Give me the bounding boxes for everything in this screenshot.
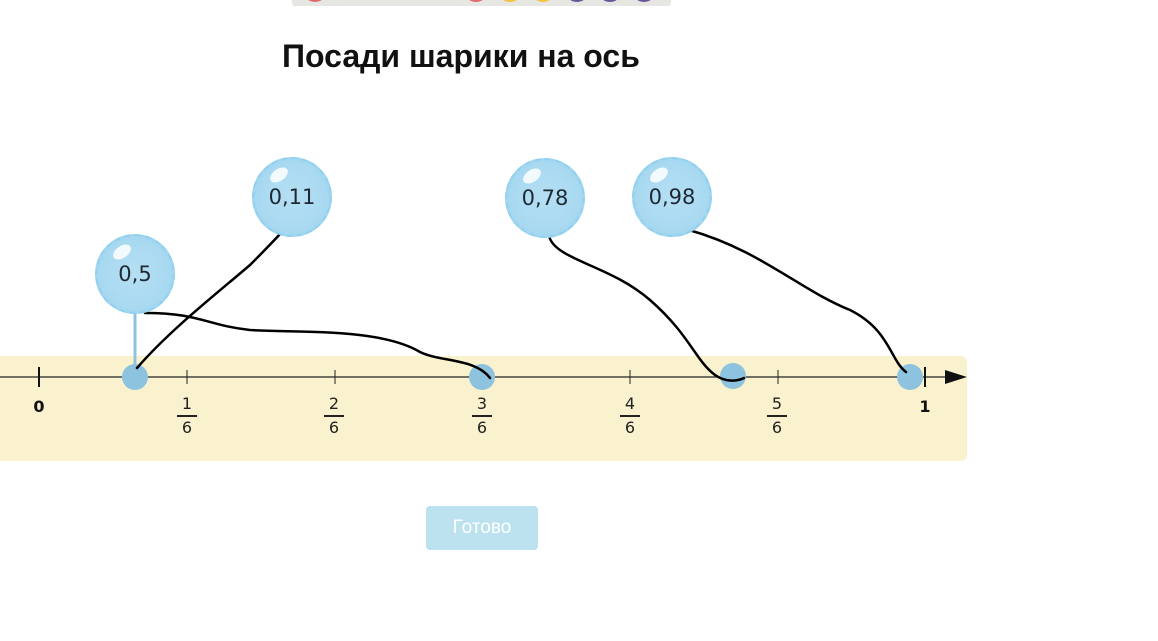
page-title: Посади шарики на ось xyxy=(282,38,640,74)
point-marker xyxy=(122,364,148,390)
balloon[interactable]: 0,11 xyxy=(252,157,332,237)
point-marker xyxy=(720,363,746,389)
axis-label-1: 1 xyxy=(919,397,931,416)
numerator: 4 xyxy=(624,394,636,413)
progress-dot xyxy=(632,0,656,2)
progress-dot xyxy=(531,0,555,2)
progress-dot xyxy=(598,0,622,2)
balloon-label: 0,5 xyxy=(118,262,152,286)
done-button[interactable]: Готово xyxy=(426,506,538,550)
balloon[interactable]: 0,98 xyxy=(632,157,712,237)
numerator: 1 xyxy=(181,394,193,413)
balloon-label: 0,98 xyxy=(648,185,696,209)
denominator: 6 xyxy=(624,417,636,437)
progress-dot xyxy=(303,0,327,2)
balloon[interactable]: 0,5 xyxy=(95,234,175,314)
axis-label-0: 0 xyxy=(33,397,45,416)
denominator: 6 xyxy=(476,417,488,437)
denominator: 6 xyxy=(181,417,193,437)
balloon[interactable]: 0,78 xyxy=(505,158,585,238)
progress-dot xyxy=(464,0,488,2)
numerator: 3 xyxy=(476,394,488,413)
progress-strip xyxy=(292,0,671,6)
numerator: 5 xyxy=(771,394,783,413)
progress-dot xyxy=(498,0,522,2)
denominator: 6 xyxy=(328,417,340,437)
balloon-label: 0,11 xyxy=(268,185,316,209)
denominator: 6 xyxy=(771,417,783,437)
balloon-label: 0,78 xyxy=(521,186,569,210)
axis-arrow-icon xyxy=(945,370,967,384)
progress-dot xyxy=(565,0,589,2)
point-marker xyxy=(469,364,495,390)
numerator: 2 xyxy=(328,394,340,413)
hand-drawn-lines xyxy=(135,219,908,382)
